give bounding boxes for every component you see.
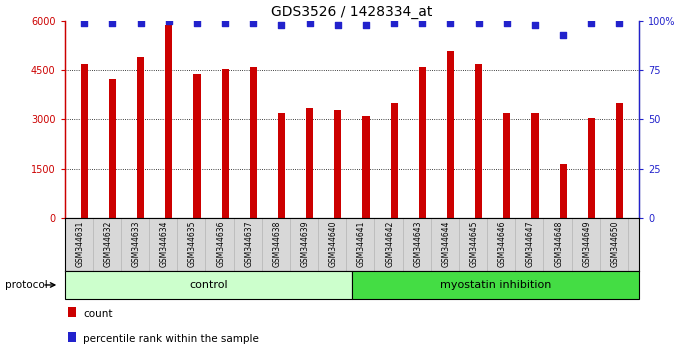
Text: GSM344634: GSM344634: [160, 220, 169, 267]
Point: [220, 21, 231, 26]
Text: GSM344641: GSM344641: [357, 220, 366, 267]
Text: GSM344642: GSM344642: [385, 220, 394, 267]
Bar: [250, 67, 257, 218]
Point: [614, 21, 625, 26]
Point: [558, 32, 568, 38]
Bar: [278, 113, 285, 218]
Point: [276, 22, 287, 28]
Text: GSM344631: GSM344631: [75, 220, 84, 267]
Point: [445, 21, 456, 26]
Bar: [335, 110, 341, 218]
Point: [304, 21, 315, 26]
Text: GSM344638: GSM344638: [273, 220, 282, 267]
Bar: [165, 24, 172, 218]
Text: GSM344635: GSM344635: [188, 220, 197, 267]
Point: [360, 22, 371, 28]
Bar: [65, 271, 352, 299]
Text: GSM344643: GSM344643: [413, 220, 422, 267]
Text: GSM344644: GSM344644: [441, 220, 450, 267]
Point: [248, 21, 259, 26]
Text: GSM344649: GSM344649: [582, 220, 592, 267]
Bar: [137, 57, 144, 218]
Bar: [419, 67, 426, 218]
Bar: [503, 113, 510, 218]
Bar: [362, 116, 369, 218]
Point: [417, 21, 428, 26]
Bar: [352, 271, 639, 299]
Text: count: count: [83, 309, 112, 319]
Point: [333, 22, 343, 28]
Bar: [306, 108, 313, 218]
Bar: [109, 79, 116, 218]
Bar: [532, 113, 539, 218]
Point: [79, 21, 90, 26]
Text: GSM344639: GSM344639: [301, 220, 309, 267]
Bar: [447, 51, 454, 218]
Point: [135, 21, 146, 26]
Point: [501, 21, 512, 26]
Title: GDS3526 / 1428334_at: GDS3526 / 1428334_at: [271, 5, 432, 19]
Text: GSM344637: GSM344637: [244, 220, 254, 267]
Bar: [194, 74, 201, 218]
Point: [389, 21, 400, 26]
Text: GSM344646: GSM344646: [498, 220, 507, 267]
Bar: [390, 103, 398, 218]
Point: [530, 22, 541, 28]
Text: myostatin inhibition: myostatin inhibition: [440, 280, 551, 290]
Bar: [222, 69, 228, 218]
Text: GSM344650: GSM344650: [611, 220, 619, 267]
Point: [192, 21, 203, 26]
Text: GSM344640: GSM344640: [329, 220, 338, 267]
Text: GSM344633: GSM344633: [132, 220, 141, 267]
Bar: [588, 118, 595, 218]
Text: GSM344636: GSM344636: [216, 220, 225, 267]
Text: GSM344645: GSM344645: [470, 220, 479, 267]
Point: [473, 21, 484, 26]
Text: GSM344647: GSM344647: [526, 220, 535, 267]
Text: control: control: [189, 280, 228, 290]
Text: GSM344648: GSM344648: [554, 220, 563, 267]
Bar: [560, 164, 566, 218]
Text: GSM344632: GSM344632: [103, 220, 112, 267]
Point: [586, 21, 597, 26]
Text: percentile rank within the sample: percentile rank within the sample: [83, 334, 259, 344]
Bar: [81, 64, 88, 218]
Point: [163, 18, 174, 24]
Point: [107, 21, 118, 26]
Text: protocol: protocol: [5, 280, 48, 290]
Bar: [616, 103, 623, 218]
Bar: [475, 64, 482, 218]
